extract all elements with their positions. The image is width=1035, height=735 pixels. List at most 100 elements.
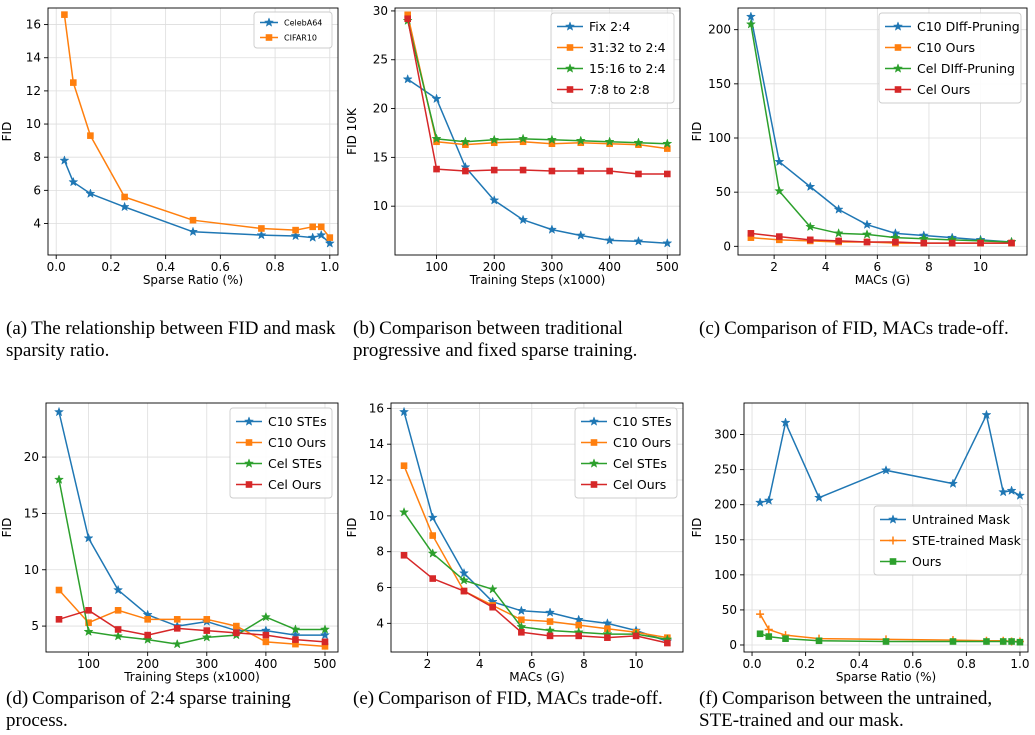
y-tick-label: 150 [714,533,737,547]
data-point [173,625,181,632]
legend-marker [566,44,574,51]
series-line [406,20,668,145]
x-tick-label: 4 [476,657,484,671]
y-axis-label: FID 10K [345,107,359,155]
y-tick-label: 50 [716,185,731,199]
legend-label: STE-trained Mask [912,533,1022,548]
tick-labels: 0.0 0.2 0.4 0.6 0.8 1.0 4 6 8 10 12 14 16 [26,18,340,274]
caption-label: (c) [699,318,721,339]
legend-marker [894,86,902,93]
x-axis-label: Training Steps (x1000) [469,273,606,287]
data-point [173,616,181,623]
x-tick-label: 8 [580,657,588,671]
data-point [462,167,469,175]
data-point [1016,638,1024,646]
x-tick-label: 0.2 [101,260,120,274]
data-point [258,225,265,232]
data-point [233,629,240,637]
data-point [947,478,959,488]
series-line [407,78,668,245]
legend-marker [564,63,576,73]
data-point [833,227,844,238]
data-point [763,495,774,505]
x-tick-label: 1.0 [1010,657,1029,671]
series-line [759,414,1021,504]
legend-label: Fix 2:4 [589,19,630,34]
data-point [83,626,94,637]
series-line [759,613,1020,643]
chart-fid-vs-sparsity: 0.0 0.2 0.4 0.6 0.8 1.0 4 6 8 10 12 14 16 Sparse Rati… [0,7,340,287]
x-axis-label: MACs (G) [855,273,910,287]
legend-box [229,407,333,499]
y-tick-label: 12 [26,84,41,98]
data-point [518,214,529,225]
data-point [573,614,584,625]
data-point [113,630,124,641]
caption-label: (b) [353,318,376,339]
legend-marker [588,416,600,426]
data-point [326,234,334,241]
caption-b: (b) Comparison between traditional progre… [353,318,687,362]
data-point [489,195,500,205]
legend-label: Cel Ours [613,477,666,492]
data-point [398,406,410,417]
data-point [775,233,783,240]
caption-text: Comparison of 2:4 sparse training proces… [6,688,291,731]
data-point [981,409,992,420]
x-tick-label: 0.2 [796,657,815,671]
caption-label: (d) [6,688,29,709]
data-point [780,417,791,427]
caption-a: (a) The relationship between FID and mask… [6,318,340,362]
data-point [882,638,890,645]
x-axis-label: Sparse Ratio (%) [143,273,243,287]
data-point [489,134,500,145]
y-tick-label: 8 [376,545,384,559]
series-0 [402,73,673,248]
y-tick-label: 4 [33,217,41,231]
plot-frame [47,7,339,256]
data-point [307,232,318,242]
data-point [55,616,63,623]
legend-marker [265,34,273,41]
data-point [806,236,814,244]
y-tick-label: 50 [722,603,737,617]
series-line [63,160,331,244]
legend-label: CelebA64 [284,18,322,27]
series-line [58,609,326,643]
y-tick-label: 12 [369,473,384,487]
legend-marker [566,86,574,93]
x-tick-label: 100 [425,260,448,274]
data-point [546,134,557,145]
x-tick-label: 2 [424,657,432,671]
data-point [404,11,411,19]
data-point [431,133,442,144]
data-point [460,136,471,147]
x-tick-label: 0.8 [266,260,285,274]
y-tick-label: 16 [369,401,384,415]
series-line [403,511,668,641]
x-tick-label: 0.0 [742,657,761,671]
data-point [575,135,586,146]
y-tick-label: 10 [373,199,388,213]
legend-marker [263,17,275,27]
caption-e: (e) Comparison of FID, MACs trade-off. [353,688,687,710]
data-point [747,230,755,237]
y-tick-label: 200 [708,23,731,37]
series-3 [404,15,671,178]
panel-a: 0.0 0.2 0.4 0.6 0.8 1.0 4 6 8 10 12 14 16 Sparse Rati… [0,0,345,310]
legend-label: C10 Ours [268,435,326,450]
legend: C10 STEs C10 Ours Cel STEs Cel Ours [229,407,333,499]
data-point [85,619,92,627]
panel-c: 2 4 6 8 10 0 50 100 150 200 MACs (G) FID C10 DIff-Pr… [690,0,1035,310]
series-line [58,589,326,648]
caption-text: Comparison between the untrained, STE-tr… [699,688,993,731]
legend: C10 STEs C10 Ours Cel STEs Cel Ours [574,407,678,499]
data-point [606,167,613,175]
data-point [85,607,92,614]
y-tick-label: 10 [26,117,41,131]
data-point [633,236,644,246]
data-point [85,188,96,198]
series-line [759,633,1021,643]
data-point [604,625,611,633]
data-point [256,229,267,240]
